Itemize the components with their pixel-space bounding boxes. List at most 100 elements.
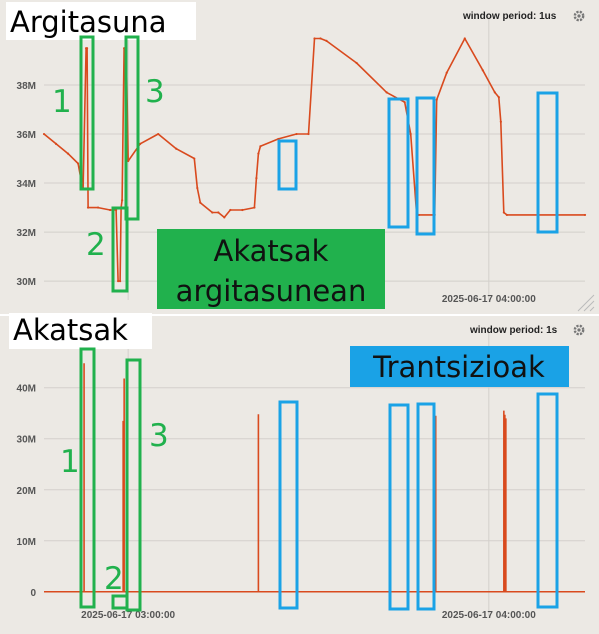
defects-label-bg [157,229,385,309]
top-series-point [42,132,46,136]
bot-y-tick-label: 0 [30,588,36,599]
top-marker-box-3 [124,35,140,221]
top-series-point [196,186,199,190]
top-series-point [109,208,112,212]
top-marker-label-3: 3 [145,74,165,110]
top-transition-box-1 [277,139,298,191]
bottom-marker-label-3: 3 [149,418,169,454]
top-series-point [255,177,258,180]
top-y-tick-label: 36M [17,130,36,141]
top-series-point [481,69,484,72]
bot-y-tick-label: 20M [17,486,36,497]
top-series-point [499,120,502,123]
top-series-point [85,47,89,50]
top-series-point [199,201,202,204]
top-series-point [385,91,388,94]
top-series-point [127,159,130,163]
top-series-point [435,98,438,101]
top-series-point [505,213,508,217]
top-marker-label-2: 2 [86,227,106,263]
top-series-point [257,152,260,155]
top-series-point [119,279,122,283]
bot-y-tick-label: 10M [17,537,36,548]
bottom-y-axis: 0 10M 20M 30M 40M [17,384,37,599]
top-series-point [223,216,226,219]
bottom-marker-box-1 [79,347,96,609]
top-series-point [97,206,100,209]
top-series-point [277,137,280,141]
top-title-bg [6,2,196,40]
bottom-marker-label-2: 2 [104,561,124,597]
top-series-point [497,96,500,99]
top-transition-box-3 [415,96,436,236]
resize-handle-icon[interactable] [577,294,595,312]
top-x-axis: 2025-06-17 04:00:00 [442,294,536,305]
top-series-point [241,208,244,212]
bottom-x-axis: 2025-06-17 03:00:00 2025-06-17 04:00:00 [81,610,536,621]
top-blue-markers [277,91,559,236]
bottom-title-bg [9,313,152,349]
top-title: Argitasuna [10,5,167,39]
top-marker-box-2 [111,206,129,293]
bot-x-tick-label: 2025-06-17 04:00:00 [442,610,536,621]
gear-icon[interactable] [573,324,585,336]
top-transition-box-2 [387,97,410,229]
top-series-point [409,132,412,136]
top-series-point [445,71,448,74]
bottom-transition-box-2 [388,403,410,611]
bottom-transition-box-4 [536,392,559,609]
top-series-point [493,91,496,94]
top-series-point [259,145,262,148]
top-x-tick-label: 2025-06-17 04:00:00 [442,294,536,305]
bottom-marker-box-3 [125,358,142,612]
top-series-point [229,208,232,212]
top-series-point [217,211,220,214]
top-series-point [157,132,160,136]
bottom-green-markers [79,347,142,612]
bot-y-tick-label: 40M [17,384,36,395]
bottom-blue-markers [278,392,559,611]
top-series-point [117,279,120,283]
transitions-label-bg [350,346,569,387]
top-series-point [295,132,298,136]
defects-label-line1: Akatsak [214,234,329,268]
top-series-point [76,162,80,165]
top-y-tick-label: 30M [17,277,36,288]
top-y-axis: 30M 32M 34M 36M 38M [17,81,36,288]
top-y-tick-label: 38M [17,81,36,92]
bottom-transition-box-1 [278,400,299,610]
transitions-label: Trantsizioak [372,350,545,384]
top-series-point [66,152,70,155]
top-marker-box-1 [79,35,95,191]
top-series-point [193,157,196,160]
top-marker-label-1: 1 [52,84,72,120]
defects-label-line2: argitasunean [176,274,367,308]
top-y-tick-label: 34M [17,179,36,190]
top-transition-box-4 [536,91,559,234]
bottom-window-period: window period: 1s [469,325,558,336]
top-series-point [319,37,322,40]
top-series-point [139,142,142,145]
top-series-point [325,39,328,43]
top-y-tick-label: 32M [17,228,36,239]
bottom-transition-box-3 [416,402,436,611]
top-window-period: window period: 1us [462,11,557,22]
top-green-markers [79,35,140,293]
top-series-point [54,142,58,145]
top-series-point [86,206,90,209]
top-series-point [502,211,505,214]
top-series-point [121,199,124,202]
gear-icon[interactable] [573,10,585,22]
top-series-point [253,206,256,209]
top-series-point [463,37,466,40]
top-series-point [403,101,406,104]
bottom-marker-label-1: 1 [60,444,80,480]
top-series-point [175,147,178,150]
top-series-point [583,213,587,217]
bottom-title: Akatsak [13,313,128,347]
bot-y-tick-label: 30M [17,435,36,446]
top-series-point [313,37,316,40]
bot-x-tick-label: 2025-06-17 03:00:00 [81,610,175,621]
